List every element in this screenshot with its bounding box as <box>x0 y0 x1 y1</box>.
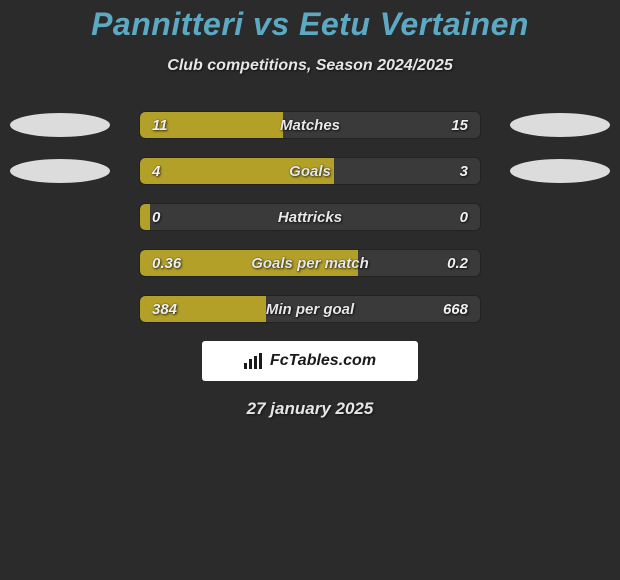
stat-bar: 0Hattricks0 <box>139 203 481 231</box>
player-oval-right <box>510 159 610 183</box>
stat-row: 0.36Goals per match0.2 <box>0 249 620 277</box>
page-subtitle: Club competitions, Season 2024/2025 <box>0 57 620 75</box>
stat-value-right: 3 <box>460 163 468 180</box>
stat-row: 11Matches15 <box>0 111 620 139</box>
player-oval-left <box>10 159 110 183</box>
bar-chart-icon <box>244 353 264 369</box>
stat-bar: 4Goals3 <box>139 157 481 185</box>
stat-bar: 11Matches15 <box>139 111 481 139</box>
stat-label: Goals per match <box>140 255 480 272</box>
snapshot-date: 27 january 2025 <box>0 399 620 419</box>
stat-row: 384Min per goal668 <box>0 295 620 323</box>
comparison-infographic: Pannitteri vs Eetu Vertainen Club compet… <box>0 0 620 419</box>
stat-row: 0Hattricks0 <box>0 203 620 231</box>
stats-area: 11Matches15 4Goals3 0Hattricks0 0.36Goals p… <box>0 111 620 323</box>
branding-text: FcTables.com <box>270 352 376 370</box>
stat-value-right: 0.2 <box>447 255 468 272</box>
stat-value-right: 15 <box>451 117 468 134</box>
page-title: Pannitteri vs Eetu Vertainen <box>0 6 620 43</box>
stat-value-right: 0 <box>460 209 468 226</box>
stat-bar: 384Min per goal668 <box>139 295 481 323</box>
stat-value-right: 668 <box>443 301 468 318</box>
stat-bar: 0.36Goals per match0.2 <box>139 249 481 277</box>
stat-label: Hattricks <box>140 209 480 226</box>
stat-label: Goals <box>140 163 480 180</box>
stat-row: 4Goals3 <box>0 157 620 185</box>
stat-label: Min per goal <box>140 301 480 318</box>
player-oval-right <box>510 113 610 137</box>
stat-label: Matches <box>140 117 480 134</box>
branding-badge: FcTables.com <box>202 341 418 381</box>
player-oval-left <box>10 113 110 137</box>
